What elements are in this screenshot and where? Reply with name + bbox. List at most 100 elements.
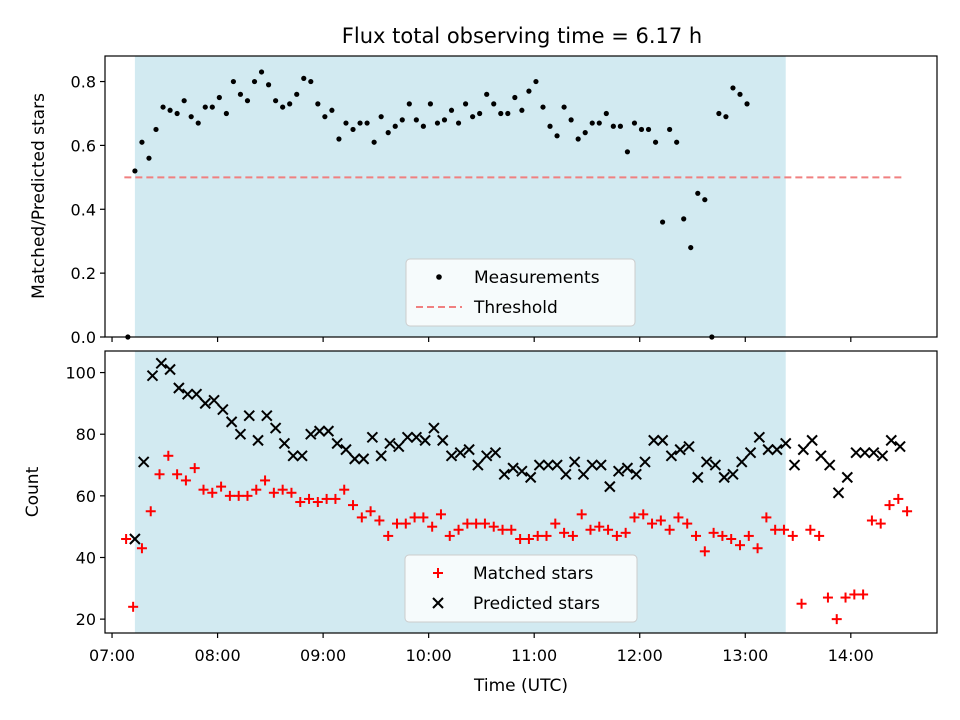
matched-stars-point <box>629 512 640 523</box>
predicted-stars-point <box>129 533 141 545</box>
measurement-point <box>322 114 328 120</box>
matched-stars-point <box>647 518 658 529</box>
predicted-stars-point <box>674 443 686 456</box>
predicted-stars-point <box>577 468 590 480</box>
matched-stars-point <box>585 524 596 535</box>
matched-stars-point <box>603 524 614 535</box>
predicted-stars-point <box>480 450 493 462</box>
predicted-stars-point <box>489 446 502 459</box>
predicted-stars-point <box>771 443 783 456</box>
predicted-stars-point <box>340 443 352 456</box>
matched-stars-point <box>242 490 253 501</box>
measurement-point <box>174 110 180 117</box>
measurement-point <box>645 126 652 133</box>
measurement-point <box>413 117 419 123</box>
measurement-point <box>371 139 377 145</box>
matched-stars-point <box>374 515 385 526</box>
count-plot-frame <box>104 350 938 634</box>
x-tick-label: 09:00 <box>300 646 346 665</box>
measurement-point <box>695 190 701 196</box>
predicted-stars-point <box>463 443 475 456</box>
count-y-tick-label: 20 <box>76 610 96 629</box>
predicted-stars-point <box>454 446 467 459</box>
matched-stars-point <box>286 487 297 498</box>
predicted-stars-point <box>788 459 801 471</box>
measurement-point <box>406 101 412 107</box>
predicted-stars-point <box>190 388 203 400</box>
matched-stars-point <box>427 521 438 532</box>
matched-stars-point <box>726 534 737 544</box>
predicted-stars-point <box>305 428 317 440</box>
measurement-point <box>547 123 553 129</box>
matched-stars-point <box>145 506 156 517</box>
predicted-stars-point <box>137 456 150 468</box>
predicted-stars-point <box>269 422 282 434</box>
predicted-stars-point <box>428 422 440 434</box>
predicted-stars-point <box>832 487 845 499</box>
matched-stars-point <box>128 601 139 612</box>
predicted-stars-point <box>181 388 194 400</box>
legend-predicted-marker <box>432 597 444 609</box>
predicted-stars-point <box>612 465 625 477</box>
predicted-stars-point <box>357 453 370 465</box>
matched-stars-point <box>268 487 279 498</box>
x-tick-label: 13:00 <box>722 646 768 665</box>
measurement-point <box>484 91 490 97</box>
matched-stars-point <box>277 484 288 495</box>
measurement-point <box>512 94 518 101</box>
x-tick-label: 14:00 <box>828 646 874 665</box>
matched-stars-point <box>822 592 833 603</box>
measurement-point <box>188 114 194 120</box>
x-axis-label: Time (UTC) <box>473 676 568 696</box>
measurement-point <box>287 101 293 107</box>
measurement-point <box>681 216 687 222</box>
measurement-point <box>343 120 349 126</box>
matched-stars-point <box>743 530 754 541</box>
measurement-point <box>688 244 694 251</box>
matched-stars-point <box>559 527 570 538</box>
measurement-point <box>223 110 229 117</box>
measurement-point <box>667 126 673 133</box>
measurement-point <box>139 139 145 145</box>
matched-stars-point <box>383 530 394 541</box>
predicted-stars-point <box>639 456 651 468</box>
count-legend-box <box>404 554 638 623</box>
matched-stars-point <box>902 506 913 517</box>
predicted-stars-point <box>278 437 291 450</box>
matched-stars-point <box>523 534 534 544</box>
matched-stars-point <box>840 592 851 603</box>
measurement-point <box>554 133 560 139</box>
measurement-point <box>455 120 462 126</box>
legend-predicted-label: Predicted stars <box>473 594 600 614</box>
predicted-stars-point <box>859 446 871 459</box>
measurement-point <box>477 110 483 117</box>
measurement-point <box>258 69 265 75</box>
predicted-stars-point <box>744 446 757 459</box>
matched-stars-point <box>506 524 517 535</box>
ratio-y-tick-label: 0.2 <box>71 264 96 283</box>
matched-stars-point <box>717 530 728 541</box>
measurement-point <box>652 139 659 145</box>
matched-stars-point <box>805 524 816 535</box>
measurement-point <box>329 107 335 113</box>
predicted-stars-point <box>331 437 343 450</box>
measurement-point <box>350 126 356 133</box>
matched-stars-point <box>251 484 262 495</box>
count-legend: Matched stars Predicted stars <box>404 554 638 623</box>
measurement-point <box>462 101 469 107</box>
matched-stars-point <box>752 543 763 554</box>
predicted-stars-point <box>498 468 510 480</box>
measurement-point <box>195 120 201 126</box>
predicted-stars-point <box>164 363 176 376</box>
measurement-point <box>526 88 532 94</box>
matched-stars-point <box>875 518 886 529</box>
measurement-point <box>209 104 215 110</box>
ratio-legend: Measurements Threshold <box>405 258 636 327</box>
predicted-stars-point <box>586 459 598 471</box>
predicted-stars-point <box>621 462 634 474</box>
measurement-point <box>427 101 434 107</box>
matched-stars-point <box>154 469 165 480</box>
measurement-point <box>723 114 729 120</box>
measurement-point <box>624 149 631 155</box>
